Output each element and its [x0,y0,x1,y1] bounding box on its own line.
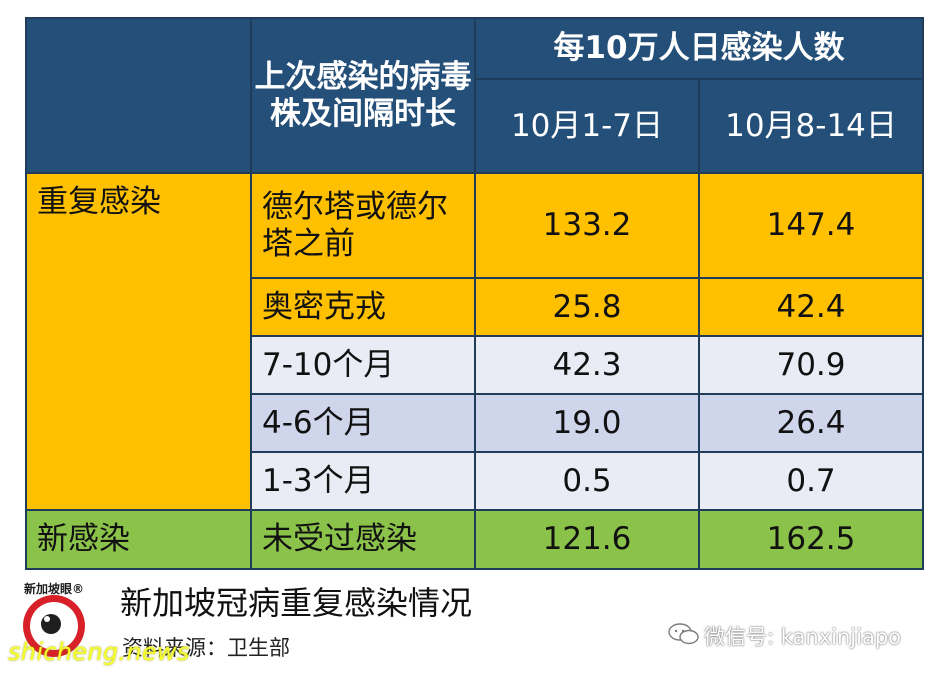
row-value-week2: 70.9 [697,335,925,395]
header-empty-cell [25,17,252,174]
row-label: 1-3个月 [250,451,476,511]
header-date-2: 10月8-14日 [697,78,925,174]
table-row: 4-6个月 19.0 26.4 [26,393,925,453]
header-col-label: 上次感染的病毒株及间隔时长 [250,17,476,174]
row-value-week2: 162.5 [697,509,925,570]
header-group-label: 每10万人日感染人数 [473,17,925,80]
table-row: 重复感染 德尔塔或德尔塔之前 133.2 147.4 [25,172,925,511]
row-value-week2: 147.4 [697,172,925,279]
row-value-week1: 42.3 [474,335,700,395]
row-value-week1: 0.5 [474,451,700,511]
row-value-week1: 25.8 [474,277,700,337]
watermark-right: 微信号: kanxinjiapo [704,625,902,649]
row-label: 德尔塔或德尔塔之前 [250,172,476,279]
eye-logo-icon [23,595,85,657]
row-value-week1: 19.0 [474,393,700,453]
row-label: 未受过感染 [250,509,476,570]
row-value-week2: 26.4 [697,393,925,453]
row-value-week1: 121.6 [474,509,700,570]
category-reinfection: 重复感染 [25,172,252,511]
table-row: 1-3个月 0.5 0.7 [26,451,925,511]
brand-logo: 新加坡眼® [16,582,96,661]
table-row: 新感染 未受过感染 121.6 162.5 [25,509,925,570]
wechat-icon [668,623,699,645]
row-label: 奥密克戎 [250,277,476,337]
category-new-infection: 新感染 [25,509,252,570]
row-label: 7-10个月 [250,335,476,395]
row-label: 4-6个月 [250,393,476,453]
header-date-1: 10月1-7日 [474,78,700,174]
row-value-week2: 42.4 [697,277,925,337]
row-value-week2: 0.7 [697,451,925,511]
table-row: 奥密克戎 25.8 42.4 [26,277,925,337]
reinfection-table: 上次感染的病毒株及间隔时长 每10万人日感染人数 10月1-7日 10月8-14… [25,17,925,570]
table-row: 7-10个月 42.3 70.9 [26,335,925,395]
caption-source: 资料来源：卫生部 [122,636,290,660]
caption-title: 新加坡冠病重复感染情况 [120,584,473,622]
logo-text: 新加坡眼® [24,582,85,596]
watermark-left: shicheng.news [8,638,190,666]
row-value-week1: 133.2 [474,172,700,279]
